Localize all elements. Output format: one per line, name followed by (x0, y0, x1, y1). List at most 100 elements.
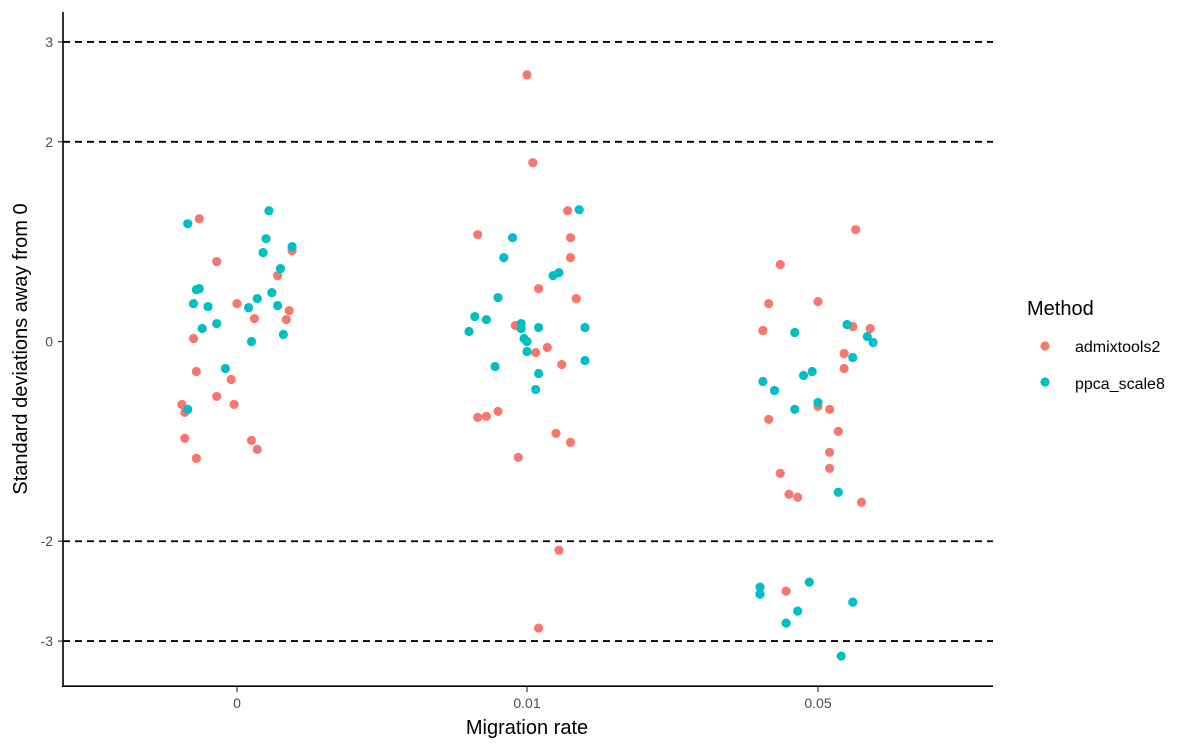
point-admixtools2 (565, 253, 576, 263)
point-ppca-scale8 (574, 205, 584, 215)
point-admixtools2 (833, 426, 843, 436)
point-ppca-scale8 (261, 234, 271, 244)
x-ticks: 0 0.01 0.05 (233, 687, 832, 711)
point-ppca-scale8 (273, 300, 283, 311)
point-admixtools2 (522, 70, 532, 80)
y-tick-label: -2 (41, 533, 54, 549)
point-admixtools2 (229, 399, 239, 410)
point-admixtools2 (839, 363, 849, 374)
point-admixtools2 (531, 347, 541, 358)
point-admixtools2 (784, 489, 794, 499)
data-points (177, 70, 878, 661)
point-ppca-scale8 (833, 487, 843, 497)
point-admixtools2 (281, 314, 291, 325)
point-ppca-scale8 (183, 404, 193, 415)
point-admixtools2 (813, 296, 823, 307)
point-ppca-scale8 (755, 582, 765, 592)
point-ppca-scale8 (470, 311, 480, 322)
point-ppca-scale8 (516, 318, 526, 329)
point-admixtools2 (825, 404, 835, 415)
point-ppca-scale8 (246, 336, 257, 347)
point-admixtools2 (571, 293, 581, 304)
point-admixtools2 (856, 497, 867, 507)
point-ppca-scale8 (848, 597, 858, 607)
point-ppca-scale8 (220, 363, 230, 374)
point-admixtools2 (246, 435, 257, 445)
point-admixtools2 (473, 412, 483, 422)
point-admixtools2 (563, 206, 573, 216)
point-ppca-scale8 (264, 206, 274, 216)
point-ppca-scale8 (813, 397, 823, 408)
point-ppca-scale8 (490, 361, 500, 372)
point-ppca-scale8 (287, 242, 297, 252)
point-ppca-scale8 (534, 322, 544, 333)
point-ppca-scale8 (203, 301, 213, 312)
point-ppca-scale8 (798, 370, 809, 381)
point-ppca-scale8 (790, 327, 800, 338)
point-ppca-scale8 (188, 298, 199, 309)
point-admixtools2 (481, 411, 491, 421)
x-tick-label: 0.05 (804, 695, 831, 711)
point-admixtools2 (565, 437, 576, 447)
point-ppca-scale8 (212, 318, 222, 329)
point-ppca-scale8 (580, 355, 590, 366)
point-admixtools2 (764, 298, 774, 309)
point-admixtools2 (513, 452, 523, 462)
point-admixtools2 (775, 468, 785, 478)
point-admixtools2 (557, 359, 567, 370)
point-admixtools2 (226, 374, 236, 385)
point-admixtools2 (252, 444, 262, 454)
point-admixtools2 (758, 325, 768, 336)
point-admixtools2 (194, 214, 204, 224)
point-admixtools2 (565, 233, 576, 243)
y-tick-label: 3 (45, 34, 53, 50)
point-admixtools2 (839, 348, 849, 359)
point-admixtools2 (528, 158, 538, 168)
point-admixtools2 (212, 257, 222, 267)
x-tick-label: 0 (233, 695, 241, 711)
point-admixtools2 (191, 366, 201, 377)
y-tick-label: -3 (41, 633, 54, 649)
point-admixtools2 (551, 428, 561, 438)
point-ppca-scale8 (868, 337, 878, 348)
point-admixtools2 (493, 406, 503, 417)
point-ppca-scale8 (842, 319, 852, 330)
point-ppca-scale8 (804, 577, 814, 587)
point-ppca-scale8 (862, 331, 872, 342)
point-ppca-scale8 (197, 323, 207, 334)
point-admixtools2 (180, 433, 190, 443)
point-ppca-scale8 (793, 606, 803, 616)
point-admixtools2 (188, 333, 199, 344)
legend-key-ppca-scale8 (1040, 377, 1050, 387)
reference-lines (63, 41, 993, 642)
point-ppca-scale8 (244, 302, 254, 313)
point-admixtools2 (191, 453, 201, 463)
point-ppca-scale8 (580, 322, 590, 333)
point-admixtools2 (554, 545, 564, 555)
legend-label-ppca-scale8: ppca_scale8 (1075, 376, 1165, 393)
point-admixtools2 (764, 414, 774, 424)
point-admixtools2 (865, 323, 875, 334)
point-admixtools2 (781, 586, 791, 596)
point-admixtools2 (775, 260, 785, 270)
point-ppca-scale8 (554, 268, 564, 278)
point-ppca-scale8 (267, 287, 277, 298)
y-tick-label: 0 (45, 334, 53, 350)
point-admixtools2 (542, 342, 552, 353)
point-admixtools2 (534, 283, 544, 294)
point-ppca-scale8 (481, 314, 491, 325)
legend-key-admixtools2 (1040, 341, 1050, 351)
point-ppca-scale8 (194, 283, 204, 294)
point-ppca-scale8 (836, 651, 846, 661)
point-ppca-scale8 (522, 346, 532, 357)
point-ppca-scale8 (790, 404, 800, 415)
point-admixtools2 (534, 623, 544, 633)
point-admixtools2 (825, 447, 835, 457)
point-ppca-scale8 (252, 293, 262, 304)
point-ppca-scale8 (493, 292, 503, 303)
point-ppca-scale8 (807, 366, 817, 377)
point-ppca-scale8 (499, 253, 509, 263)
legend-label-admixtools2: admixtools2 (1075, 339, 1160, 356)
y-tick-label: 2 (45, 134, 53, 150)
